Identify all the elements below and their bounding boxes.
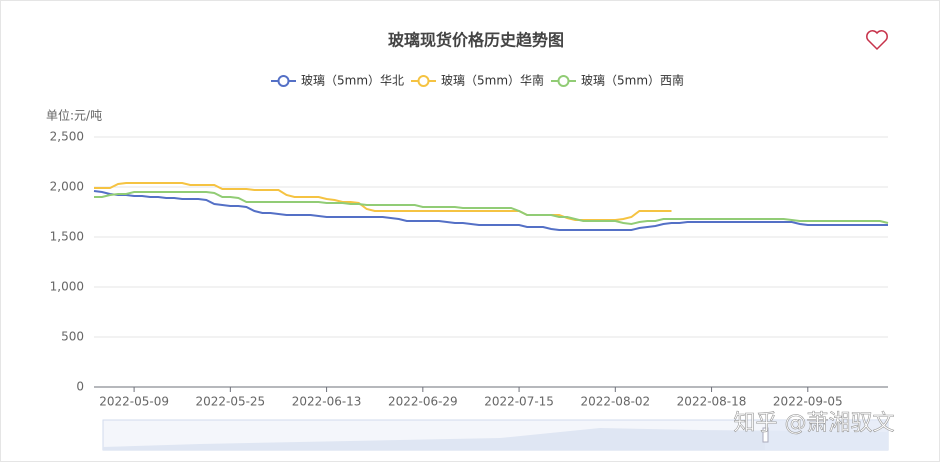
zoom-preview <box>103 428 888 450</box>
legend-label: 玻璃（5mm）华南 <box>441 73 544 88</box>
legend-marker <box>277 75 290 87</box>
legend-label: 玻璃（5mm）西南 <box>581 73 684 88</box>
favorite-button[interactable] <box>866 30 888 51</box>
legend-marker <box>417 75 430 87</box>
legend-item[interactable]: 玻璃（5mm）华南 <box>411 73 544 88</box>
watermark: 知乎 @萧湘驭文 <box>734 411 895 436</box>
legend-marker <box>557 75 570 87</box>
chart-title: 玻璃现货价格历史趋势图 <box>388 31 564 50</box>
x-tick-label: 2022-08-18 <box>677 395 747 409</box>
y-tick-label: 1,500 <box>50 230 84 244</box>
x-tick-label: 2022-07-15 <box>484 395 554 409</box>
zoom-handle[interactable] <box>762 427 769 443</box>
y-tick-label: 0 <box>76 380 84 394</box>
legend-label: 玻璃（5mm）华北 <box>301 74 404 88</box>
legend-item[interactable]: 玻璃（5mm）西南 <box>551 73 684 88</box>
legend-item[interactable]: 玻璃（5mm）华北 <box>271 74 404 88</box>
x-tick-label: 2022-05-09 <box>99 395 169 409</box>
x-tick-label: 2022-05-25 <box>195 395 265 409</box>
data-zoom <box>102 419 889 451</box>
zoom-window[interactable] <box>765 420 888 450</box>
y-tick-label: 2,000 <box>50 180 84 194</box>
y-tick-label: 2,500 <box>50 130 84 144</box>
x-tick-label: 2022-09-05 <box>773 395 843 409</box>
series-line <box>94 182 672 221</box>
y-axis-label: 单位:元/吨 <box>46 108 102 123</box>
x-tick-label: 2022-06-13 <box>292 395 362 409</box>
series-line <box>94 191 889 226</box>
x-tick-label: 2022-08-02 <box>580 395 650 409</box>
series-line <box>93 190 888 231</box>
y-tick-label: 500 <box>61 330 84 344</box>
y-tick-label: 1,000 <box>50 280 84 294</box>
x-tick-label: 2022-06-29 <box>388 395 458 409</box>
